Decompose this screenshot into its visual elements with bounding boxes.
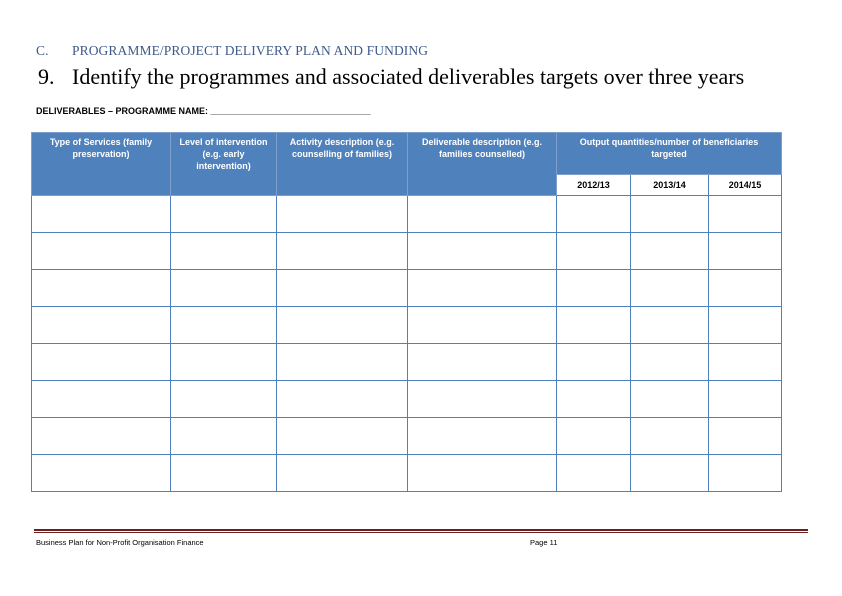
col-header-output-quantities: Output quantities/number of beneficiarie…: [555, 132, 783, 175]
table-cell[interactable]: [31, 269, 171, 307]
table-cell[interactable]: [170, 232, 277, 270]
table-cell[interactable]: [630, 306, 709, 344]
table-row: [31, 454, 783, 492]
programme-name-label: DELIVERABLES – PROGRAMME NAME: _________…: [36, 106, 371, 116]
table-cell[interactable]: [407, 306, 557, 344]
col-header-activity-description: Activity description (e.g. counselling o…: [276, 132, 408, 196]
col-header-type-of-services: Type of Services (family preservation): [31, 132, 171, 196]
table-row: [31, 232, 783, 270]
table-cell[interactable]: [707, 380, 783, 418]
col-header-year-3: 2014/15: [707, 174, 783, 196]
table-cell[interactable]: [630, 380, 709, 418]
table-cell[interactable]: [31, 380, 171, 418]
table-body: [31, 195, 783, 492]
table-cell[interactable]: [31, 306, 171, 344]
table-cell[interactable]: [407, 232, 557, 270]
table-cell[interactable]: [556, 232, 631, 270]
table-cell[interactable]: [31, 195, 171, 233]
table-cell[interactable]: [556, 343, 631, 381]
table-cell[interactable]: [276, 417, 408, 455]
table-row: [31, 380, 783, 418]
col-header-level-of-intervention: Level of intervention (e.g. early interv…: [170, 132, 277, 196]
table-cell[interactable]: [556, 417, 631, 455]
heading-text: Identify the programmes and associated d…: [72, 64, 745, 89]
table-cell[interactable]: [170, 380, 277, 418]
col-header-year-1: 2012/13: [556, 174, 631, 196]
table-cell[interactable]: [630, 195, 709, 233]
table-cell[interactable]: [707, 454, 783, 492]
table-cell[interactable]: [556, 454, 631, 492]
table-cell[interactable]: [170, 269, 277, 307]
table-cell[interactable]: [630, 232, 709, 270]
table-cell[interactable]: [276, 269, 408, 307]
table-cell[interactable]: [407, 380, 557, 418]
table-cell[interactable]: [407, 343, 557, 381]
table-cell[interactable]: [707, 417, 783, 455]
table-cell[interactable]: [170, 343, 277, 381]
table-cell[interactable]: [630, 417, 709, 455]
table-cell[interactable]: [276, 380, 408, 418]
col-header-deliverable-description: Deliverable description (e.g. families c…: [407, 132, 557, 196]
table-cell[interactable]: [276, 306, 408, 344]
table-row: [31, 269, 783, 307]
heading-number: 9.: [38, 64, 55, 89]
table-row: [31, 417, 783, 455]
table-cell[interactable]: [276, 454, 408, 492]
table-cell[interactable]: [556, 380, 631, 418]
table-cell[interactable]: [276, 232, 408, 270]
table-cell[interactable]: [707, 232, 783, 270]
table-cell[interactable]: [31, 417, 171, 455]
table-cell[interactable]: [630, 269, 709, 307]
table-cell[interactable]: [170, 195, 277, 233]
table-row: [31, 343, 783, 381]
table-cell[interactable]: [407, 454, 557, 492]
table-cell[interactable]: [407, 195, 557, 233]
section-heading: C. PROGRAMME/PROJECT DELIVERY PLAN AND FU…: [36, 43, 428, 59]
table-cell[interactable]: [170, 306, 277, 344]
table-row: [31, 195, 783, 233]
table-cell[interactable]: [556, 269, 631, 307]
table-cell[interactable]: [630, 343, 709, 381]
table-cell[interactable]: [707, 306, 783, 344]
footer-rule-thin: [34, 532, 808, 533]
col-header-year-2: 2013/14: [630, 174, 709, 196]
section-letter: C.: [36, 43, 49, 58]
table-cell[interactable]: [407, 417, 557, 455]
deliverables-table: Type of Services (family preservation) L…: [31, 132, 783, 492]
footer-page-number: Page 11: [530, 538, 558, 547]
table-cell[interactable]: [31, 454, 171, 492]
table-cell[interactable]: [170, 454, 277, 492]
table-cell[interactable]: [630, 454, 709, 492]
table-cell[interactable]: [556, 306, 631, 344]
table-cell[interactable]: [407, 269, 557, 307]
table-cell[interactable]: [276, 195, 408, 233]
footer-document-title: Business Plan for Non-Profit Organisatio…: [36, 538, 204, 547]
section-title: PROGRAMME/PROJECT DELIVERY PLAN AND FUND…: [72, 43, 429, 58]
table-cell[interactable]: [31, 343, 171, 381]
footer-rule-thick: [34, 529, 808, 531]
table-cell[interactable]: [276, 343, 408, 381]
table-cell[interactable]: [707, 269, 783, 307]
table-cell[interactable]: [707, 195, 783, 233]
page-title: 9. Identify the programmes and associated…: [38, 64, 744, 90]
table-cell[interactable]: [707, 343, 783, 381]
table-cell[interactable]: [170, 417, 277, 455]
table-row: [31, 306, 783, 344]
table-cell[interactable]: [31, 232, 171, 270]
table-cell[interactable]: [556, 195, 631, 233]
